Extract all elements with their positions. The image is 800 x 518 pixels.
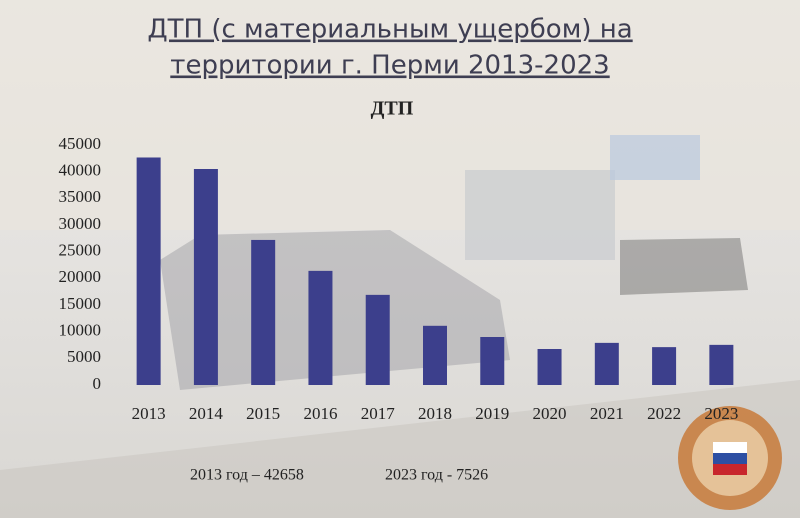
bar — [193, 169, 218, 385]
x-tick-label: 2019 — [475, 404, 509, 423]
chart-title: территории г. Перми 2013-2023 — [170, 51, 609, 81]
x-tick-label: 2018 — [418, 404, 452, 423]
car — [620, 238, 748, 295]
bar — [423, 325, 447, 385]
bar — [136, 157, 161, 385]
y-tick-label: 0 — [93, 374, 102, 393]
bar — [709, 344, 734, 385]
bar — [365, 294, 390, 385]
x-tick-label: 2015 — [246, 404, 280, 423]
bar — [251, 239, 276, 385]
y-tick-label: 35000 — [59, 187, 102, 206]
emblem — [678, 406, 782, 510]
bar — [594, 342, 619, 385]
buildings — [0, 0, 800, 230]
chart-title: ДТП (с материальным ущербом) на — [147, 15, 632, 45]
x-tick-label: 2013 — [132, 404, 166, 423]
billboard — [610, 135, 700, 180]
chart-subtitle: ДТП — [371, 98, 414, 120]
y-tick-label: 45000 — [59, 134, 102, 153]
y-tick-label: 20000 — [59, 267, 102, 286]
annotation: 2023 год - 7526 — [385, 467, 488, 484]
annotation: 2013 год – 42658 — [190, 467, 304, 484]
bar — [652, 347, 677, 385]
x-tick-label: 2022 — [647, 404, 681, 423]
y-tick-label: 5000 — [67, 347, 101, 366]
y-tick-label: 30000 — [59, 214, 102, 233]
y-tick-label: 25000 — [59, 241, 102, 260]
car — [160, 230, 510, 390]
truck — [465, 170, 615, 260]
x-tick-label: 2016 — [303, 404, 337, 423]
x-tick-label: 2021 — [590, 404, 624, 423]
bar — [537, 349, 562, 385]
bar — [480, 337, 505, 385]
ground — [0, 380, 800, 518]
y-tick-label: 10000 — [59, 321, 102, 340]
x-tick-label: 2023 — [704, 404, 738, 423]
bar — [308, 270, 333, 385]
x-tick-label: 2014 — [189, 404, 224, 423]
y-tick-label: 15000 — [59, 294, 102, 313]
x-tick-label: 2020 — [533, 404, 567, 423]
y-tick-label: 40000 — [59, 161, 102, 180]
x-tick-label: 2017 — [361, 404, 396, 423]
